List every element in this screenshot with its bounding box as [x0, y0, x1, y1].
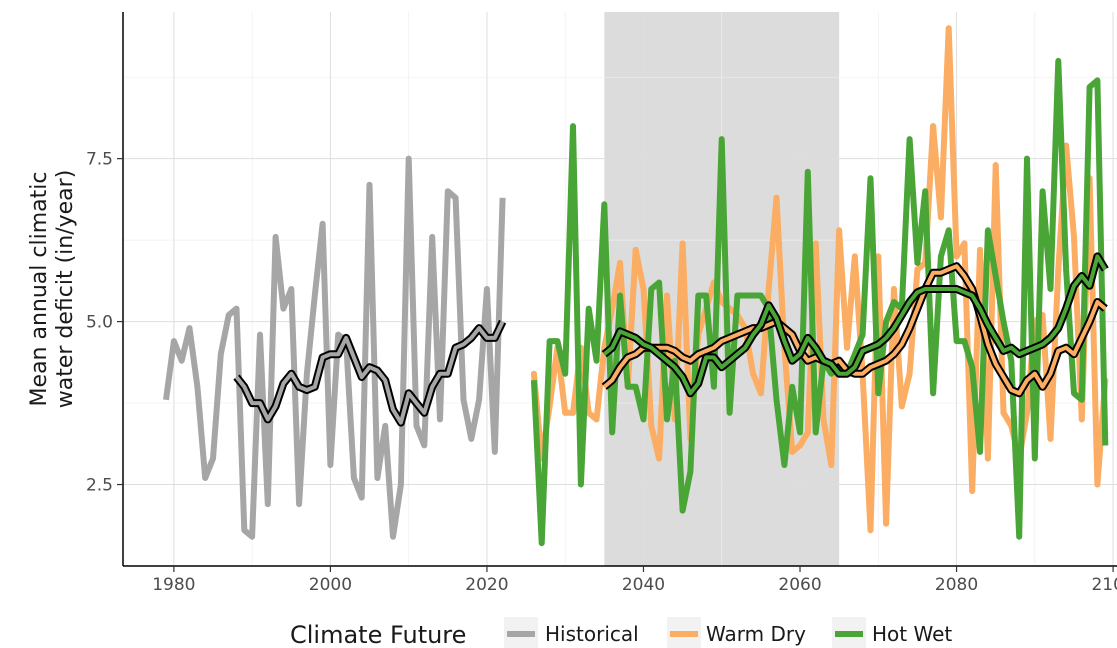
- x-tick-label: 2020: [465, 575, 508, 595]
- warm-dry-line: [530, 25, 1109, 534]
- y-axis-title-line: water deficit (in/year): [53, 170, 78, 409]
- legend: Climate Future Historical Warm Dry Hot Wet: [290, 617, 952, 648]
- x-tick-label: 2000: [309, 575, 352, 595]
- warm-dry-smooth-line: [603, 264, 1107, 396]
- y-axis-title-line: Mean annual climatic: [27, 172, 52, 407]
- legend-label-hot-wet: Hot Wet: [872, 622, 952, 646]
- x-tick-label: 1980: [152, 575, 195, 595]
- x-tick-label: 2040: [622, 575, 665, 595]
- historical-smooth-line: [234, 320, 505, 425]
- y-tick-label: 5.0: [86, 313, 113, 333]
- legend-label-warm-dry: Warm Dry: [706, 622, 806, 646]
- x-tick-label: 2100: [1091, 575, 1117, 595]
- x-tick-label: 2060: [778, 575, 821, 595]
- y-tick-label: 7.5: [86, 150, 113, 170]
- axis-layer: 1980 2000 2020 2040 2060 2080 2100 2.5 5.0 7.5: [86, 12, 1117, 595]
- legend-label-historical: Historical: [545, 622, 639, 646]
- y-tick-label: 2.5: [86, 476, 113, 496]
- historical-line: [163, 155, 506, 540]
- y-axis-title: Mean annual climaticwater deficit (in/ye…: [27, 170, 78, 409]
- series-layer: [163, 25, 1109, 547]
- x-tick-label: 2080: [935, 575, 978, 595]
- hot-wet-smooth-line: [603, 254, 1108, 396]
- hot-wet-line: [530, 57, 1109, 547]
- legend-title: Climate Future: [290, 621, 466, 648]
